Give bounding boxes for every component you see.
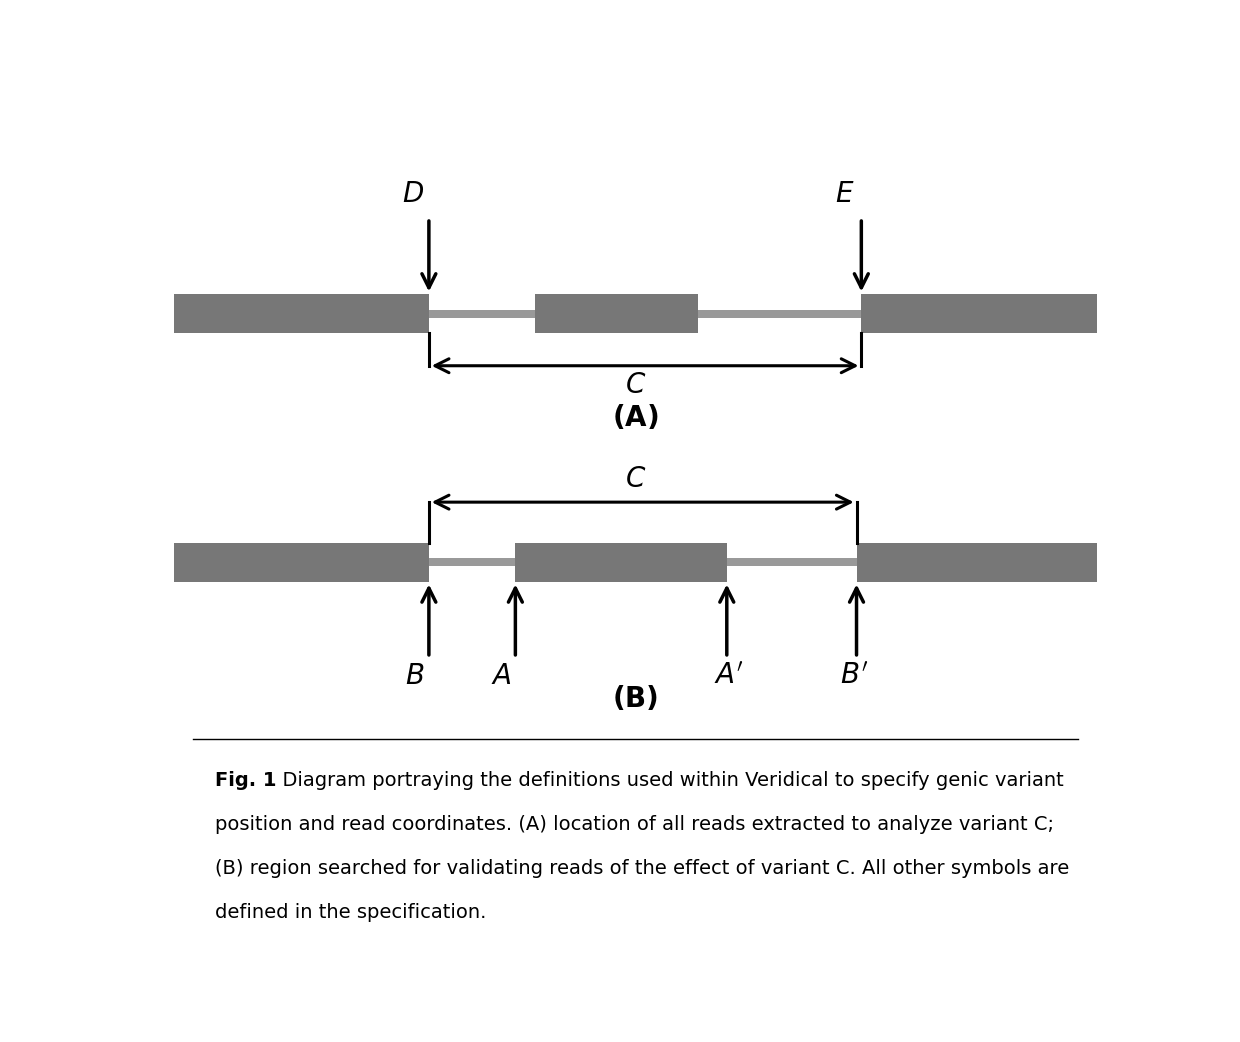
Text: Fig. 1: Fig. 1 [215, 771, 277, 790]
Bar [174, 543, 429, 581]
Text: $\bf{(A)}$: $\bf{(A)}$ [613, 403, 658, 432]
Bar [516, 543, 727, 581]
Bar [857, 543, 1096, 581]
Text: defined in the specification.: defined in the specification. [215, 903, 486, 922]
Text: $D$: $D$ [402, 181, 424, 208]
Text: (B) region searched for validating reads of the effect of variant C. All other s: (B) region searched for validating reads… [215, 860, 1069, 878]
Bar [174, 309, 1096, 318]
Text: $E$: $E$ [836, 181, 854, 208]
Text: $\bf{(B)}$: $\bf{(B)}$ [613, 685, 658, 713]
Bar [174, 294, 429, 332]
Text: $C$: $C$ [625, 372, 646, 399]
Bar [534, 294, 698, 332]
Text: . Diagram portraying the definitions used within Veridical to specify genic vari: . Diagram portraying the definitions use… [270, 771, 1064, 790]
Text: $B$: $B$ [404, 663, 424, 690]
Text: $B'$: $B'$ [839, 663, 868, 690]
Text: $A'$: $A'$ [714, 663, 744, 690]
Text: position and read coordinates. (A) location of all reads extracted to analyze va: position and read coordinates. (A) locat… [215, 815, 1054, 834]
Text: $A$: $A$ [491, 663, 511, 690]
Bar [862, 294, 1096, 332]
Text: $C$: $C$ [625, 466, 646, 493]
Bar [174, 559, 1096, 567]
